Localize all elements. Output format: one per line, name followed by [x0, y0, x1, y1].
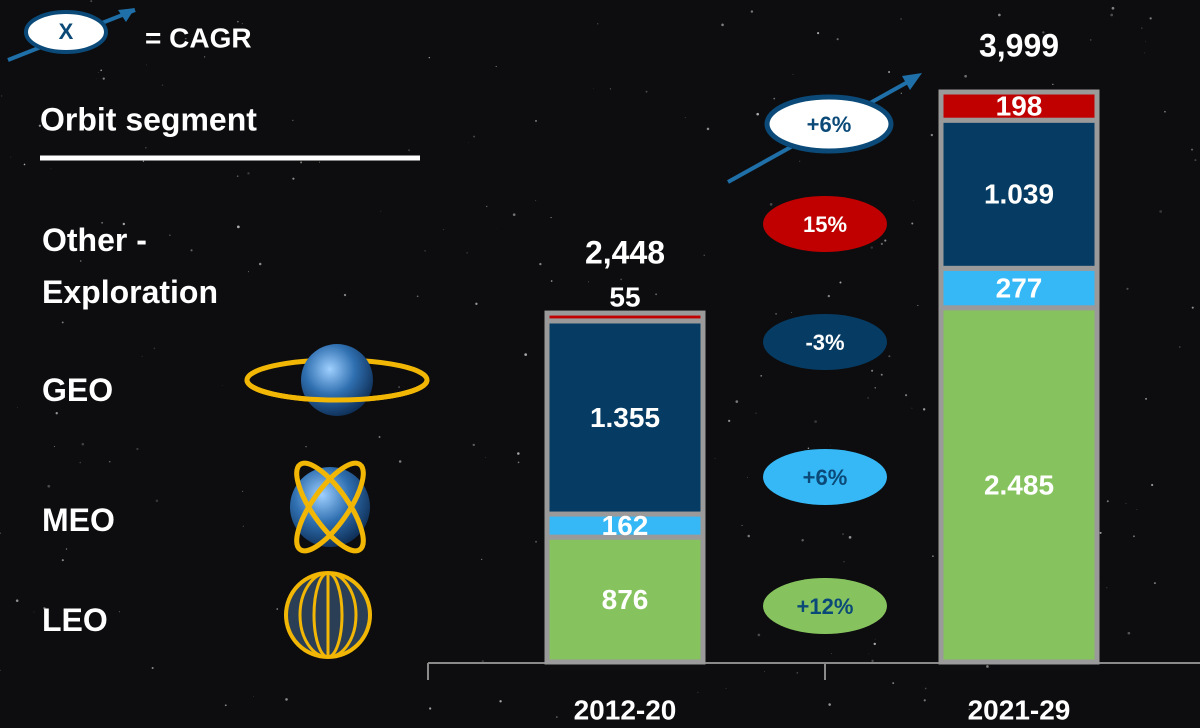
leo-icon: [284, 571, 372, 659]
cagr-bubble: [763, 196, 887, 252]
legend-label: MEO: [42, 502, 115, 538]
bar-segment: [544, 318, 706, 517]
key-arrow-head: [118, 8, 135, 22]
key-ellipse: [24, 10, 108, 54]
legend-title: Orbit segment: [40, 101, 257, 137]
bar-stack: [544, 310, 706, 665]
bar-segment: [544, 310, 706, 324]
value-label: 2.485: [984, 469, 1054, 500]
value-label: 162: [602, 510, 649, 541]
cagr-label: 15%: [803, 212, 847, 237]
bar-segment: [938, 265, 1100, 311]
total-cagr-bubble: [764, 94, 894, 154]
value-label: 1.355: [590, 402, 660, 433]
meo-icon: [290, 460, 370, 554]
total-label: 3,999: [979, 27, 1059, 63]
x-tick-label: 2012-20: [574, 694, 677, 725]
total-cagr-arrow-head: [902, 73, 922, 90]
value-label: 876: [602, 584, 649, 615]
bar-segment: [938, 305, 1100, 665]
value-label: 55: [609, 281, 640, 312]
geo-icon: [244, 344, 430, 416]
legend-label: LEO: [42, 602, 108, 638]
value-label: 1.039: [984, 179, 1054, 210]
cagr-label: +12%: [797, 594, 854, 619]
bar-segment: [938, 89, 1100, 123]
total-cagr-label: +6%: [807, 112, 852, 137]
cagr-bubble: [763, 449, 887, 505]
cagr-bubble: [763, 578, 887, 634]
value-label: 277: [996, 272, 1043, 303]
legend-label: GEO: [42, 372, 114, 408]
x-tick-label: 2021-29: [968, 694, 1071, 725]
cagr-label: -3%: [805, 330, 844, 355]
key-text: = CAGR: [145, 22, 252, 53]
key-symbol: X: [59, 19, 74, 44]
legend-label: Other - Exploration: [42, 222, 219, 310]
total-label: 2,448: [585, 235, 665, 271]
bar-stack: [938, 89, 1100, 665]
cagr-bubble: [763, 314, 887, 370]
value-label: 198: [996, 91, 1043, 122]
cagr-label: +6%: [803, 465, 848, 490]
